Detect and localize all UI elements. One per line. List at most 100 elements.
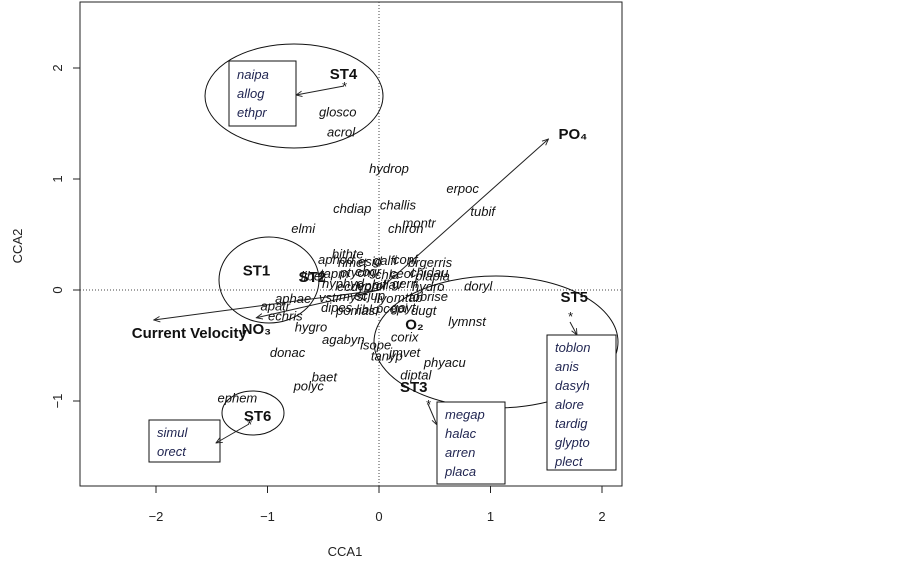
species-labels: glosco acrol hydrop erpoc chdiap challis tubif… bbox=[218, 104, 497, 405]
site-label: ST5 bbox=[561, 289, 589, 306]
species-label: hygro bbox=[295, 320, 328, 335]
env-label: Current Velocity bbox=[132, 325, 248, 342]
site-pointer-arrow bbox=[569, 321, 577, 335]
boxed-species-label: glypto bbox=[555, 435, 590, 450]
dense-species-cluster: aphodnmetesidgalficonfbrgerristapmptycme… bbox=[318, 252, 453, 318]
site-point-marker: * bbox=[246, 417, 252, 432]
boxed-species-label: ethpr bbox=[237, 105, 267, 120]
species-label: tubif bbox=[470, 204, 496, 219]
species-label: echris bbox=[268, 309, 303, 324]
cluster-species-label: galfi bbox=[373, 253, 398, 268]
species-label: acrol bbox=[327, 124, 356, 139]
boxed-species-label: anis bbox=[555, 359, 579, 374]
boxed-species-label: megap bbox=[445, 407, 485, 422]
species-label: doryl bbox=[464, 279, 493, 294]
env-arrows bbox=[154, 85, 577, 443]
cluster-species-label: pomas bbox=[335, 303, 376, 318]
cluster-species-label: hyphyd bbox=[322, 276, 365, 291]
species-label: donac bbox=[270, 345, 306, 360]
cluster-species-label: ceol bbox=[390, 266, 415, 281]
env-label: PO₄ bbox=[558, 126, 587, 143]
group-ellipse bbox=[204, 43, 384, 149]
x-tick-label: 0 bbox=[375, 509, 382, 524]
site-pointer-arrow bbox=[216, 423, 250, 443]
env-arrow bbox=[378, 139, 548, 291]
species-label: plapla bbox=[414, 269, 450, 284]
cluster-species-label: myst bbox=[339, 289, 368, 304]
cluster-species-label: gerri bbox=[392, 276, 419, 291]
cluster-species-label: nmet bbox=[338, 255, 368, 270]
boxed-species-label: tardig bbox=[555, 416, 588, 431]
y-tick-label: −1 bbox=[50, 394, 65, 409]
x-axis-label: CCA1 bbox=[328, 544, 363, 559]
cluster-species-label: esid bbox=[358, 254, 383, 269]
species-box-st5 bbox=[546, 334, 617, 471]
y-tick-label: 2 bbox=[50, 64, 65, 71]
species-label: jmvet bbox=[387, 345, 421, 360]
species-label: polyc bbox=[293, 378, 325, 393]
cluster-species-label: hydro bbox=[412, 279, 445, 294]
boxed-species-label: orect bbox=[157, 444, 187, 459]
cluster-species-label: chidau bbox=[410, 265, 448, 280]
cluster-species-label: brgerris bbox=[408, 255, 453, 270]
boxed-species-label: allog bbox=[237, 86, 265, 101]
y-tick-label: 1 bbox=[50, 175, 65, 182]
boxed-species-label: dasyh bbox=[555, 378, 590, 393]
cluster-species-label: eprol bbox=[357, 278, 387, 293]
species-label: apatr bbox=[260, 299, 290, 314]
species-label: glosco bbox=[319, 104, 357, 119]
boxed-species-label: toblon bbox=[555, 340, 590, 355]
site-point-marker: * bbox=[425, 397, 431, 412]
species-label: corix bbox=[391, 330, 419, 345]
site-point-marker: * bbox=[341, 79, 347, 94]
site-label: ST1 bbox=[243, 263, 271, 280]
plot-frame bbox=[79, 1, 623, 487]
cluster-species-label: ecdyon bbox=[337, 279, 379, 294]
cluster-species-label: tobrise bbox=[409, 289, 448, 304]
species-label: baet bbox=[312, 370, 339, 385]
y-axis-label: CCA2 bbox=[10, 229, 25, 264]
species-label: liber bbox=[301, 269, 326, 284]
cluster-species-label: vstr bbox=[319, 290, 341, 305]
boxed-species-label: alore bbox=[555, 397, 584, 412]
site-label: ST3 bbox=[400, 379, 428, 396]
env-arrow bbox=[256, 289, 380, 318]
cluster-species-label: conf bbox=[393, 252, 419, 267]
site-pointer-arrow bbox=[427, 403, 437, 425]
species-label: diptal bbox=[400, 367, 432, 382]
species-label: erpoc bbox=[446, 181, 479, 196]
species-label: hydrop bbox=[369, 161, 409, 176]
cluster-species-label: dipes bbox=[321, 300, 353, 315]
x-axis: −2 −1 0 1 2 bbox=[149, 486, 606, 524]
env-label: NO₃ bbox=[242, 321, 272, 338]
species-label: aphae bbox=[275, 291, 311, 306]
site-point-marker: * bbox=[567, 309, 573, 324]
site-label: ST6 bbox=[244, 408, 272, 425]
y-tick-label: 0 bbox=[50, 286, 65, 293]
group-ellipse bbox=[221, 390, 285, 436]
x-tick-label: −1 bbox=[260, 509, 275, 524]
zero-lines bbox=[80, 2, 622, 486]
cluster-species-label: ebgr bbox=[355, 264, 382, 279]
cluster-species-label: biflav bbox=[372, 277, 404, 292]
boxed-species-label: plect bbox=[554, 454, 584, 469]
cluster-species-label: pcepi bbox=[375, 301, 408, 316]
x-tick-label: 1 bbox=[487, 509, 494, 524]
cluster-species-label: ecjup bbox=[354, 288, 385, 303]
boxed-species-label: placa bbox=[444, 464, 476, 479]
species-label: chiron bbox=[388, 221, 423, 236]
x-tick-label: 2 bbox=[598, 509, 605, 524]
group-ellipse bbox=[218, 236, 320, 324]
species-label: ephem bbox=[218, 391, 258, 406]
species-label: agabyn bbox=[322, 332, 365, 347]
cluster-species-label: aphod bbox=[318, 252, 355, 267]
cluster-species-label: liblo bbox=[356, 302, 379, 317]
species-label: bithte bbox=[332, 246, 364, 261]
species-label: montr bbox=[403, 215, 437, 230]
species-label: elmi bbox=[291, 221, 316, 236]
cluster-species-label: gayt bbox=[391, 300, 417, 315]
site-pointer-arrow bbox=[296, 85, 345, 95]
